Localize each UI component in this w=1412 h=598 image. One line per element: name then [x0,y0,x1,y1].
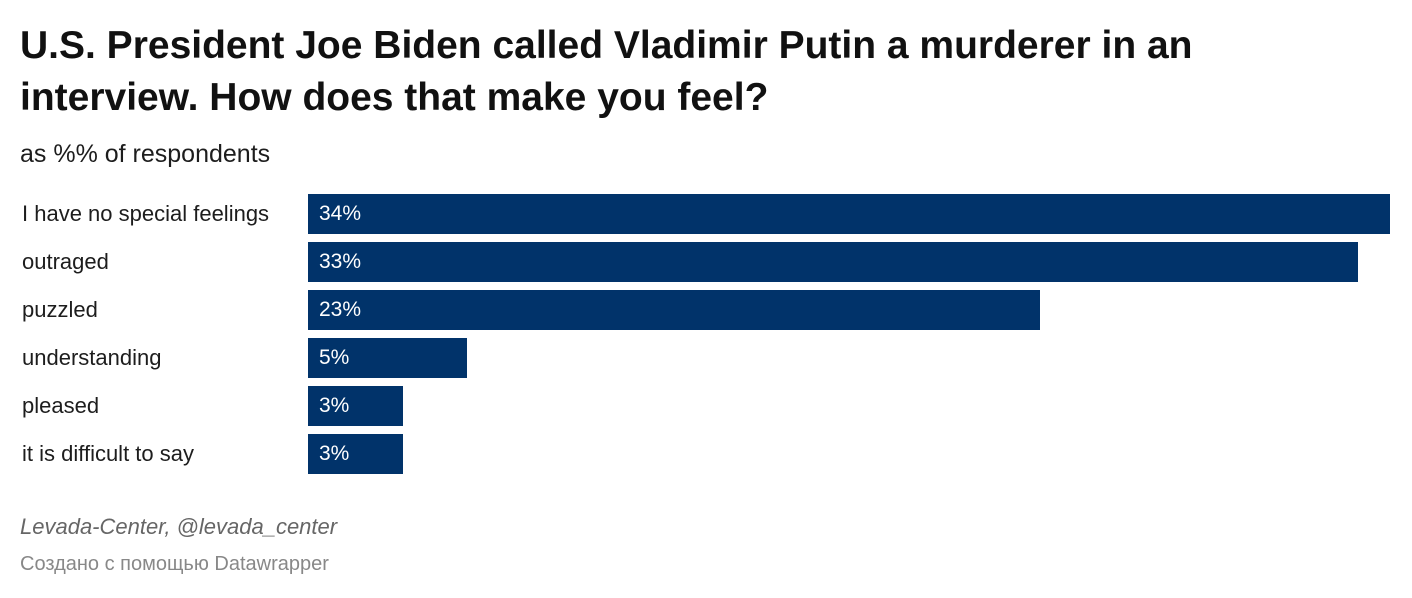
chart: I have no special feelings 34% outraged 33%… [0,194,1412,484]
credit: Создано с помощью Datawrapper [20,553,329,575]
category-label: it is difficult to say [22,441,194,466]
value-label: 23% [319,298,362,321]
chart-subtitle: as %% of respondents [20,140,271,168]
category-label: pleased [22,393,100,418]
value-label: 33% [319,250,362,273]
bar [308,290,1040,330]
source: Levada-Center, @levada_center [20,514,338,539]
bar [308,242,1359,282]
bar [308,386,404,426]
bar [308,434,404,474]
category-label: outraged [22,249,109,274]
value-label: 3% [319,394,350,417]
bar [308,338,468,378]
value-label: 5% [319,346,350,369]
value-label: 34% [319,202,362,225]
chart-title: U.S. President Joe Biden called Vladimir… [20,24,1193,119]
bar [308,194,1390,234]
category-label: I have no special feelings [22,201,270,226]
value-label: 3% [319,442,350,465]
category-label: understanding [22,345,162,370]
category-label: puzzled [22,297,98,322]
